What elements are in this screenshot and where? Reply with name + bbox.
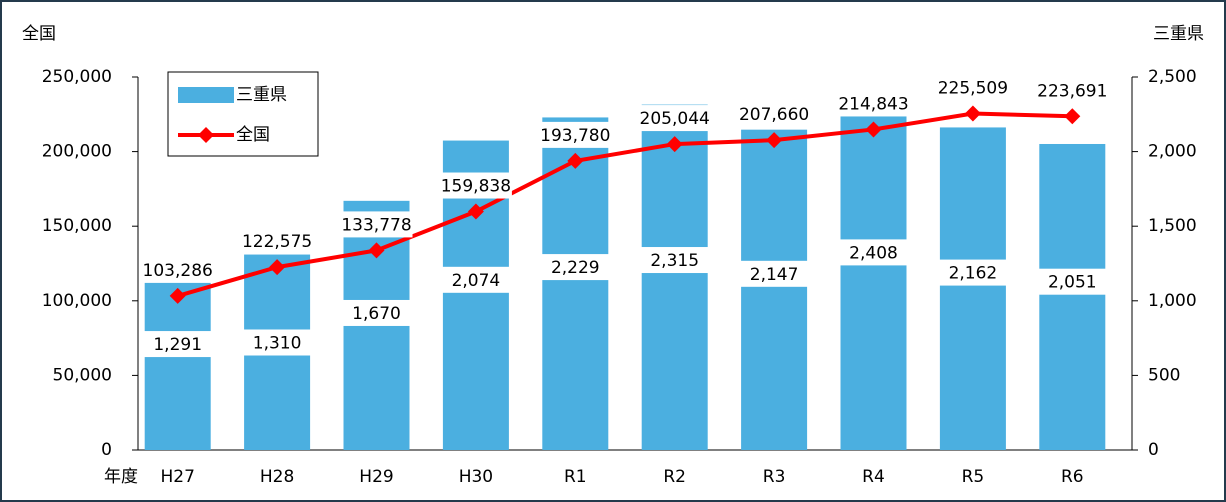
marker xyxy=(964,105,981,122)
x-tick-label: H28 xyxy=(260,467,294,487)
data-label-bg xyxy=(936,74,1009,101)
data-label: 214,843 xyxy=(838,94,908,114)
data-label-bg xyxy=(241,329,314,356)
x-tick-label: R1 xyxy=(564,467,587,487)
x-tick-label: H30 xyxy=(459,467,493,487)
marker xyxy=(666,136,683,153)
y-tick-label: 150,000 xyxy=(42,216,112,236)
y2-tick-label: 2,500 xyxy=(1148,67,1197,87)
marker xyxy=(467,203,484,220)
data-label-bg xyxy=(738,101,811,128)
data-label: 2,229 xyxy=(551,258,600,278)
x-tick-label: R3 xyxy=(763,467,786,487)
data-label: 1,291 xyxy=(153,335,202,355)
bar xyxy=(840,90,907,450)
x-axis-title: 年度 xyxy=(104,467,138,487)
data-label: 193,780 xyxy=(540,126,610,146)
data-label-bg xyxy=(141,331,214,358)
data-label-bg xyxy=(539,121,612,148)
y2-tick-label: 500 xyxy=(1148,365,1180,385)
data-label: 122,575 xyxy=(242,232,312,252)
y2-axis-title: 三重県 xyxy=(1153,24,1204,44)
data-label-bg xyxy=(837,90,910,117)
data-label: 207,660 xyxy=(739,105,809,125)
bar xyxy=(641,104,708,451)
marker xyxy=(1064,108,1081,125)
marker xyxy=(865,121,882,138)
legend-marker xyxy=(198,127,214,143)
data-label-bg xyxy=(638,105,711,132)
data-label-bg xyxy=(638,247,711,274)
marker xyxy=(269,259,286,276)
data-label-bg xyxy=(439,172,512,199)
data-label: 2,162 xyxy=(949,264,998,284)
data-label: 2,315 xyxy=(650,251,699,271)
data-label: 133,778 xyxy=(341,215,411,235)
y2-tick-label: 1,500 xyxy=(1148,216,1197,236)
data-label: 159,838 xyxy=(441,177,511,197)
data-label: 1,670 xyxy=(352,304,401,324)
data-label: 2,074 xyxy=(452,271,501,291)
data-label-bg xyxy=(340,299,413,326)
y2-tick-label: 0 xyxy=(1148,440,1159,460)
bar xyxy=(939,127,1006,451)
legend-swatch xyxy=(178,87,234,103)
data-label: 2,051 xyxy=(1048,273,1097,293)
data-label: 2,408 xyxy=(849,243,898,263)
x-tick-label: R4 xyxy=(862,467,885,487)
data-label-bg xyxy=(141,256,214,283)
bar xyxy=(1039,143,1106,451)
x-tick-label: R2 xyxy=(663,467,686,487)
x-tick-label: H27 xyxy=(160,467,194,487)
data-label: 2,147 xyxy=(750,265,799,285)
legend-label: 三重県 xyxy=(236,85,287,105)
data-label: 223,691 xyxy=(1037,81,1107,101)
data-label-bg xyxy=(340,211,413,238)
data-label-bg xyxy=(738,260,811,287)
marker xyxy=(567,152,584,169)
x-tick-label: R6 xyxy=(1061,467,1084,487)
marker xyxy=(368,242,385,259)
legend-box xyxy=(167,71,319,157)
y-tick-label: 100,000 xyxy=(42,291,112,311)
y-tick-label: 0 xyxy=(101,440,112,460)
data-label: 225,509 xyxy=(938,79,1008,99)
data-label-bg xyxy=(439,266,512,293)
legend-label: 全国 xyxy=(236,125,270,145)
y-tick-label: 50,000 xyxy=(53,365,112,385)
line xyxy=(177,111,1073,298)
y2-tick-label: 2,000 xyxy=(1148,142,1197,162)
data-label-bg xyxy=(241,228,314,255)
data-label-bg xyxy=(936,259,1009,286)
marker xyxy=(169,287,186,304)
marker xyxy=(766,132,783,149)
x-tick-label: R5 xyxy=(962,467,985,487)
x-tick-label: H29 xyxy=(359,467,393,487)
data-label-bg xyxy=(1036,77,1109,104)
bar xyxy=(741,129,808,450)
y2-tick-label: 1,000 xyxy=(1148,291,1197,311)
data-label: 103,286 xyxy=(143,261,213,281)
data-label-bg xyxy=(1036,268,1109,295)
data-label-bg xyxy=(837,239,910,266)
y-tick-label: 200,000 xyxy=(42,142,112,162)
y-tick-label: 250,000 xyxy=(42,67,112,87)
data-label: 1,310 xyxy=(253,334,302,354)
y-axis-title: 全国 xyxy=(22,24,56,44)
data-label: 205,044 xyxy=(640,109,710,129)
data-label-bg xyxy=(539,254,612,281)
